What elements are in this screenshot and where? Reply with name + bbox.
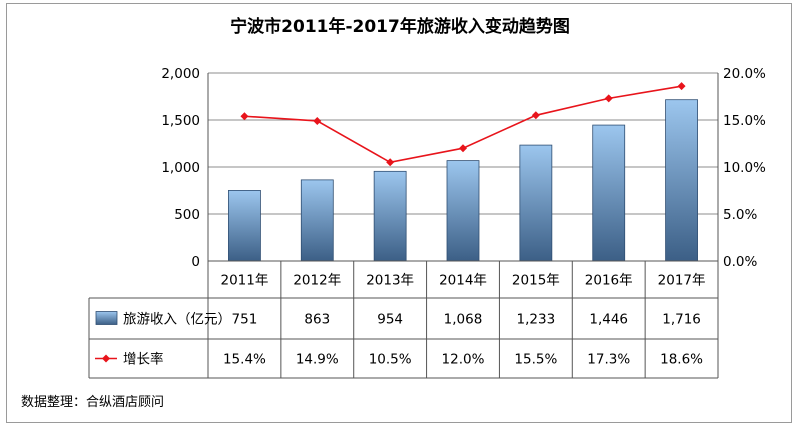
line-data-label: 15.4% [223, 352, 266, 368]
x-tick-label: 2015年 [512, 273, 560, 289]
y-right-tick-label: 20.0% [723, 66, 766, 82]
line-point [459, 144, 467, 153]
line-series [240, 82, 686, 167]
x-tick-label: 2014年 [439, 273, 487, 289]
bar-data-label: 1,068 [444, 312, 483, 328]
bar [300, 179, 334, 262]
line-data-label: 15.5% [514, 352, 557, 368]
bar [228, 190, 261, 262]
x-tick-label: 2013年 [366, 273, 414, 289]
bar [592, 124, 626, 262]
axes: 0 500 1,000 1,500 2,000 0.0% 5.0% 10.0% 15.0% 20.… [161, 66, 766, 270]
y-left-tick-label: 2,000 [161, 66, 200, 82]
bar [519, 144, 553, 262]
bar [665, 99, 698, 262]
y-right-tick-label: 15.0% [723, 113, 766, 129]
chart-title: 宁波市2011年-2017年旅游收入变动趋势图 [230, 16, 570, 37]
x-tick-label: 2012年 [293, 273, 341, 289]
y-right-tick-label: 5.0% [723, 207, 757, 223]
y-right-tick-label: 0.0% [723, 254, 757, 270]
line-point [531, 111, 540, 120]
bar [446, 160, 480, 262]
line-data-label: 14.9% [296, 352, 339, 368]
legend-bar-swatch [95, 311, 118, 325]
line-data-label: 10.5% [369, 352, 412, 368]
bar-series [228, 99, 698, 262]
line-point [604, 94, 613, 103]
data-table: 2011年 2012年 2013年 2014年 2015年 2016年 2017年旅游收入（… [88, 260, 719, 379]
line-data-label: 18.6% [660, 352, 703, 368]
bar-data-label: 1,716 [662, 312, 701, 328]
line-point [677, 82, 686, 91]
bar-data-label: 751 [232, 312, 258, 328]
x-tick-label: 2011年 [220, 273, 268, 289]
x-tick-label: 2016年 [585, 273, 633, 289]
y-left-tick-label: 500 [174, 207, 200, 223]
line-data-label: 12.0% [442, 352, 485, 368]
y-left-tick-label: 0 [191, 254, 200, 270]
bar-data-label: 954 [377, 312, 403, 328]
bar-data-label: 863 [304, 312, 330, 328]
legend-line-marker [102, 354, 110, 363]
chart-svg: 宁波市2011年-2017年旅游收入变动趋势图 0 500 1,000 1,500 2,… [21, 16, 766, 410]
y-right-tick-label: 10.0% [723, 160, 766, 176]
source-note: 数据整理：合纵酒店顾问 [21, 395, 164, 410]
bar [373, 170, 407, 262]
legend-bar-label: 旅游收入（亿元） [123, 312, 231, 328]
chart-frame: 宁波市2011年-2017年旅游收入变动趋势图 0 500 1,000 1,500 2,… [6, 3, 792, 423]
y-left-tick-label: 1,500 [161, 113, 200, 129]
line-point [313, 116, 322, 125]
bar-data-label: 1,446 [589, 312, 628, 328]
y-left-tick-label: 1,000 [161, 160, 200, 176]
x-tick-label: 2017年 [658, 273, 706, 289]
line-point [240, 112, 249, 121]
line-data-label: 17.3% [587, 352, 630, 368]
legend-line-label: 增长率 [123, 351, 164, 368]
bar-data-label: 1,233 [517, 312, 556, 328]
line-point [386, 158, 395, 167]
